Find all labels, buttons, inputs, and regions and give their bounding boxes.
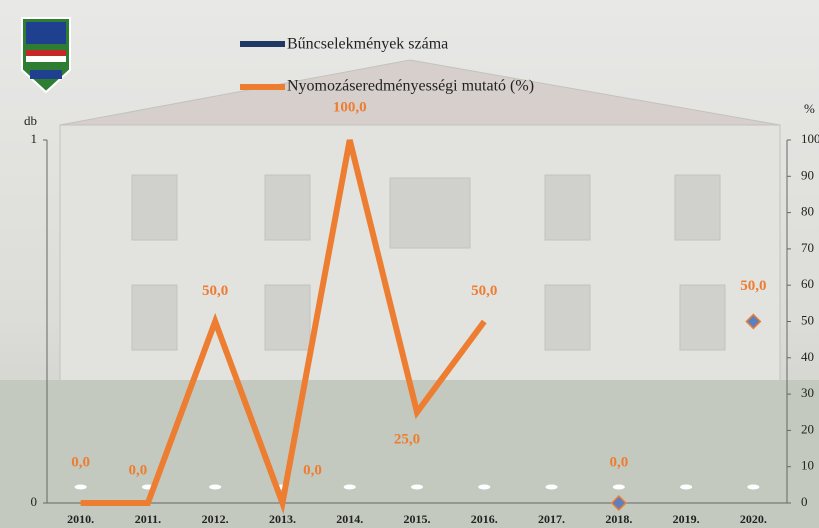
data-label: 0,0 [303, 462, 322, 478]
data-label: 0,0 [71, 454, 90, 470]
y-axis-label: db [24, 113, 37, 128]
data-label: 100,0 [333, 99, 367, 115]
data-label: 25,0 [394, 432, 420, 448]
x-tick-label: 2016. [471, 512, 498, 526]
bar [747, 484, 760, 490]
y2-tick-label: 10 [801, 458, 814, 473]
data-label: 50,0 [740, 278, 766, 294]
y2-tick-label: 100 [801, 131, 819, 146]
legend-label: Nyomozáseredményességi mutató (%) [287, 78, 534, 95]
x-tick-label: 2012. [202, 512, 229, 526]
bar [478, 484, 491, 490]
y2-tick-label: 80 [801, 204, 814, 219]
legend-label: Bűncselekmények száma [287, 36, 448, 53]
x-tick-label: 2014. [336, 512, 363, 526]
x-tick-label: 2010. [67, 512, 94, 526]
y2-axis-label: % [804, 101, 815, 116]
y2-tick-label: 20 [801, 421, 814, 436]
y2-tick-label: 70 [801, 240, 814, 255]
line [80, 139, 487, 515]
bar [209, 484, 222, 490]
y2-tick-label: 90 [801, 167, 814, 182]
x-tick-label: 2017. [538, 512, 565, 526]
police-logo [21, 17, 71, 94]
legend-swatch-bar [240, 41, 285, 47]
x-tick-label: 2019. [673, 512, 700, 526]
x-tick-label: 2015. [404, 512, 431, 526]
y2-tick-label: 50 [801, 312, 814, 327]
x-tick-label: 2013. [269, 512, 296, 526]
y2-tick-label: 60 [801, 276, 814, 291]
data-label: 50,0 [202, 283, 228, 299]
x-tick-label: 2020. [740, 512, 767, 526]
x-tick-label: 2011. [135, 512, 161, 526]
bar [411, 484, 423, 490]
y2-tick-label: 40 [801, 349, 814, 364]
data-label: 0,0 [609, 454, 628, 470]
bar [612, 484, 625, 490]
bar [343, 484, 356, 490]
y2-tick-label: 0 [801, 494, 808, 509]
y2-tick-label: 30 [801, 385, 814, 400]
y-tick-label: 1 [31, 131, 38, 146]
marker [610, 494, 627, 512]
x-tick-label: 2018. [605, 512, 632, 526]
data-label: 0,0 [129, 462, 148, 478]
background-building [0, 59, 819, 528]
marker [745, 313, 762, 330]
data-label: 50,0 [471, 283, 497, 299]
y-tick-label: 0 [31, 494, 38, 509]
bar [680, 484, 693, 490]
bar [74, 484, 87, 490]
bar [545, 484, 558, 490]
